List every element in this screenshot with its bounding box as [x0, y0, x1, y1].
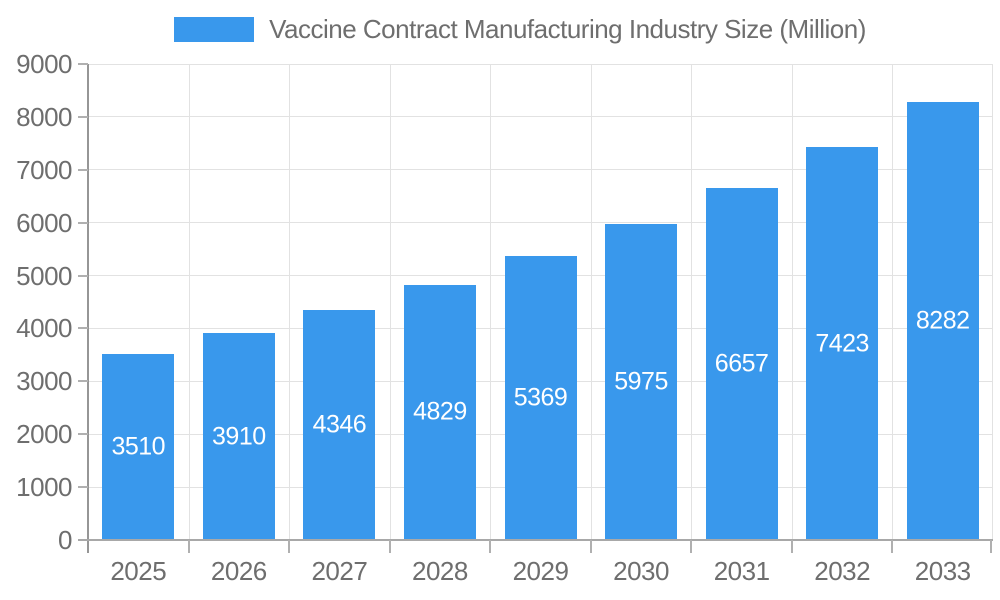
bar[interactable]: 4346: [303, 310, 376, 540]
y-tick-label: 2000: [16, 419, 72, 450]
y-tick-label: 0: [58, 525, 72, 555]
gridline-vertical: [490, 64, 492, 540]
gridline-vertical: [691, 64, 693, 540]
x-tick-mark: [288, 540, 291, 553]
y-tick-mark: [78, 115, 88, 118]
x-tick-label: 2028: [412, 556, 468, 586]
y-tick-label: 9000: [16, 49, 72, 79]
x-tick-label: 2033: [914, 556, 971, 586]
bar[interactable]: 3510: [102, 354, 175, 540]
bar-value-label: 7423: [815, 329, 869, 358]
x-tick-mark: [690, 540, 693, 553]
legend-series-label: Vaccine Contract Manufacturing Industry …: [269, 14, 866, 44]
y-tick-label: 8000: [16, 101, 72, 132]
y-tick-mark: [78, 168, 88, 171]
bar-value-label: 4829: [413, 397, 467, 426]
y-tick-label: 1000: [16, 472, 72, 503]
y-tick-mark: [78, 433, 88, 436]
gridline-vertical: [188, 64, 190, 540]
y-tick-label: 5000: [16, 260, 72, 291]
gridline-horizontal: [88, 169, 993, 171]
legend-swatch-icon: [174, 17, 255, 42]
gridline-vertical: [590, 64, 592, 540]
x-axis-labels: 2025 2026 2027 2028 2029 2030 2031 2032 2033: [88, 540, 993, 600]
bar[interactable]: 3910: [202, 333, 275, 540]
x-axis-line: [78, 539, 993, 541]
bar[interactable]: 5975: [605, 224, 678, 540]
y-axis-line: [87, 64, 89, 553]
bar[interactable]: 8282: [906, 101, 979, 540]
chart-legend: Vaccine Contract Manufacturing Industry …: [0, 14, 1000, 45]
y-tick-mark: [78, 327, 88, 330]
x-tick-mark: [489, 540, 492, 553]
x-tick-label: 2029: [512, 556, 569, 586]
x-tick-mark: [790, 540, 793, 553]
x-tick-label: 2025: [110, 556, 167, 586]
gridline-horizontal: [88, 63, 993, 65]
y-tick-mark: [78, 380, 88, 383]
y-tick-mark: [78, 486, 88, 489]
gridline-vertical: [892, 64, 894, 540]
y-tick-label: 7000: [16, 154, 72, 185]
bar-value-label: 5975: [614, 367, 668, 396]
y-tick-mark: [78, 274, 88, 277]
x-tick-label: 2032: [814, 556, 871, 586]
bar-value-label: 5369: [513, 383, 568, 412]
bar[interactable]: 4829: [403, 284, 476, 540]
x-tick-mark: [891, 540, 894, 553]
x-tick-label: 2026: [210, 556, 267, 586]
bar-value-label: 6657: [714, 349, 769, 378]
y-tick-label: 6000: [16, 207, 72, 238]
gridline-vertical: [992, 64, 993, 540]
y-tick-label: 4000: [16, 313, 72, 344]
y-tick-label: 3000: [16, 366, 72, 397]
x-tick-mark: [388, 540, 391, 553]
legend-item[interactable]: Vaccine Contract Manufacturing Industry …: [174, 14, 866, 45]
bar[interactable]: 7423: [806, 147, 879, 540]
bar[interactable]: 5369: [504, 256, 577, 540]
bar[interactable]: 6657: [705, 187, 778, 540]
gridline-horizontal: [88, 222, 993, 224]
gridline-horizontal: [88, 116, 993, 118]
y-tick-mark: [78, 221, 88, 224]
x-tick-mark: [990, 540, 992, 553]
bar-value-label: 3510: [111, 432, 166, 461]
gridline-vertical: [389, 64, 391, 540]
gridline-vertical: [791, 64, 793, 540]
x-tick-mark: [187, 540, 190, 553]
bar-value-label: 8282: [915, 306, 970, 335]
x-tick-label: 2030: [613, 556, 669, 586]
bar-value-label: 3910: [212, 422, 266, 451]
bar-value-label: 4346: [312, 410, 367, 439]
y-axis-labels: 0 1000 2000 3000 4000 5000 6000 7000 8000 9000: [0, 49, 74, 555]
gridline-vertical: [289, 64, 291, 540]
x-tick-label: 2031: [713, 556, 770, 586]
plot-area: 3510 3910 4346 4829 5369 5975 6657 7423 8282: [88, 63, 993, 540]
x-tick-label: 2027: [311, 556, 368, 586]
y-tick-mark: [78, 63, 88, 65]
x-tick-mark: [589, 540, 592, 553]
